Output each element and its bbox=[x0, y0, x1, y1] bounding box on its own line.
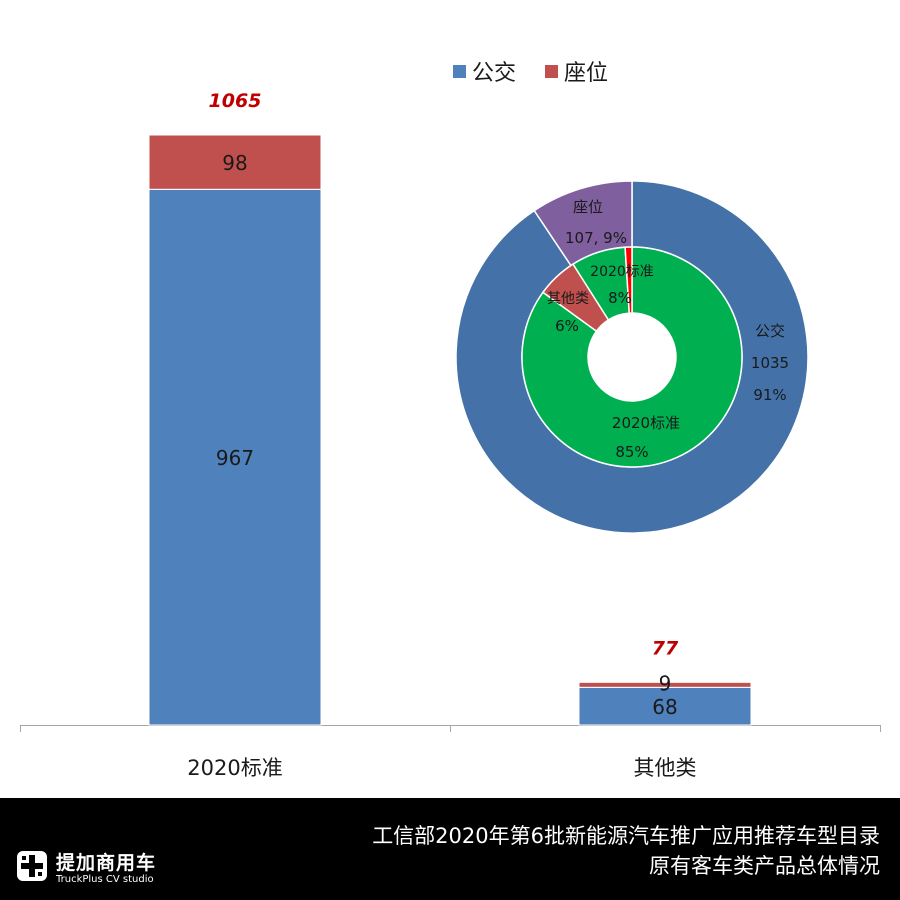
donut-label: 2020标准 bbox=[612, 414, 680, 432]
bar-total-label: 77 bbox=[652, 637, 679, 659]
legend-swatch bbox=[545, 65, 558, 78]
bar-value-label: 98 bbox=[222, 151, 247, 175]
donut-inner-slice bbox=[624, 246, 633, 314]
bar-value-label: 9 bbox=[659, 671, 672, 695]
footer-bar: 提加商用车 TruckPlus CV studio 工信部2020年第6批新能源… bbox=[0, 798, 900, 900]
donut-label: 85% bbox=[615, 443, 648, 461]
footer-subtitle: 原有客车类产品总体情况 bbox=[649, 854, 880, 878]
legend-label: 公交 bbox=[472, 61, 516, 86]
legend-swatch bbox=[453, 65, 466, 78]
donut-label: 91% bbox=[753, 386, 786, 404]
donut-label: 2020标准 bbox=[590, 264, 654, 280]
bar-segment-bus bbox=[148, 188, 322, 726]
donut-inner-slice bbox=[521, 246, 743, 468]
donut-label: 其他类 bbox=[547, 291, 589, 307]
truckplus-logo-icon bbox=[17, 851, 47, 881]
bar-value-label: 68 bbox=[652, 695, 677, 719]
donut-label: 6% bbox=[555, 317, 579, 335]
legend-label: 座位 bbox=[564, 61, 608, 86]
donut-label: 座位 bbox=[573, 198, 603, 216]
donut-label: 公交 bbox=[755, 322, 785, 340]
bar-segment-seat bbox=[578, 681, 752, 688]
donut-label: 8% bbox=[608, 289, 632, 307]
x-tick-label: 其他类 bbox=[634, 756, 697, 780]
donut-label: 107, 9% bbox=[565, 229, 627, 247]
x-tick-label: 2020标准 bbox=[187, 756, 282, 780]
logo-title: 提加商用车 bbox=[56, 852, 157, 874]
donut-label: 1035 bbox=[751, 354, 789, 372]
bar-total-label: 1065 bbox=[209, 90, 262, 112]
footer-title: 工信部2020年第6批新能源汽车推广应用推荐车型目录 bbox=[372, 824, 880, 848]
bar-segment-bus bbox=[578, 686, 752, 726]
logo-subtitle: TruckPlus CV studio bbox=[56, 874, 154, 885]
bar-value-label: 967 bbox=[216, 446, 254, 470]
bar-segment-seat bbox=[148, 134, 322, 190]
